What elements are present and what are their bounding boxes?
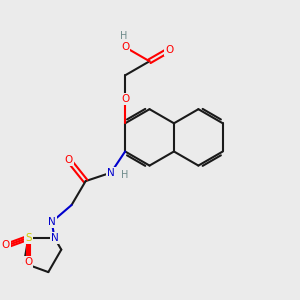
Text: N: N: [107, 168, 115, 178]
Text: N: N: [50, 233, 58, 243]
Text: H: H: [121, 170, 128, 180]
Text: O: O: [2, 240, 10, 250]
Text: O: O: [165, 45, 173, 55]
Text: S: S: [25, 233, 32, 243]
Text: O: O: [121, 42, 129, 52]
Text: H: H: [120, 31, 127, 41]
Text: O: O: [121, 94, 129, 104]
Text: N: N: [48, 217, 56, 227]
Text: O: O: [24, 257, 33, 267]
Text: O: O: [64, 155, 73, 165]
